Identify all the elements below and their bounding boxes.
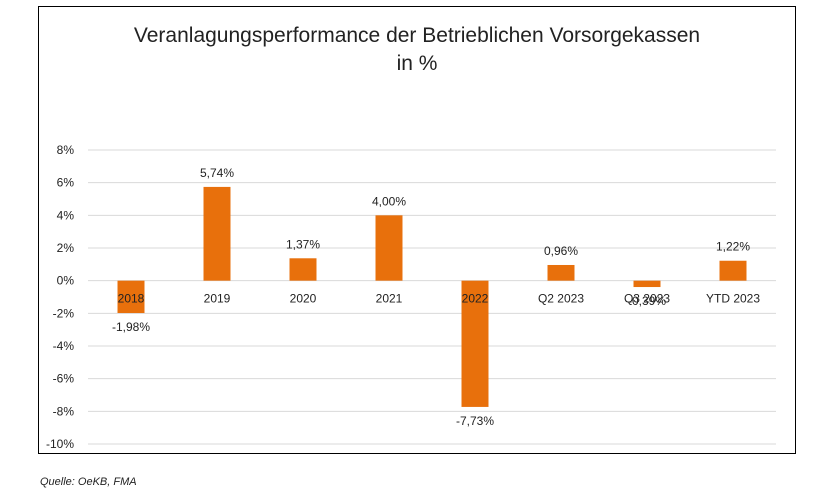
y-tick-label: 0%: [57, 274, 75, 288]
y-tick-label: -6%: [53, 372, 75, 386]
x-tick-label: 2018: [118, 292, 145, 306]
bar: [117, 280, 145, 314]
y-tick-label: 2%: [57, 241, 75, 255]
y-tick-label: -8%: [53, 404, 75, 418]
chart-frame: [38, 6, 796, 454]
data-label: 0,96%: [544, 244, 578, 258]
gridlines: [88, 149, 776, 445]
data-label: 5,74%: [200, 166, 234, 180]
bar: [461, 280, 489, 407]
bar: [203, 186, 231, 281]
bar: [375, 215, 403, 281]
x-tick-label: 2022: [462, 292, 489, 306]
bar: [547, 264, 575, 281]
y-tick-label: -4%: [53, 339, 75, 353]
y-axis-ticks: 8% 6% 4% 2% 0% -2% -4% -6% -8% -10%: [46, 143, 74, 451]
chart-title: Veranlagungsperformance der Betriebliche…: [133, 24, 701, 47]
data-label: -1,98%: [112, 320, 150, 334]
y-tick-label: -10%: [46, 437, 74, 451]
source-note: Quelle: OeKB, FMA: [40, 476, 137, 488]
bars: [117, 186, 747, 407]
x-tick-label: 2019: [204, 292, 231, 306]
data-label: -0,39%: [628, 294, 666, 308]
bar: [633, 280, 661, 288]
y-tick-label: -2%: [53, 306, 75, 320]
x-tick-label: 2021: [376, 292, 403, 306]
x-tick-label: YTD 2023: [706, 292, 760, 306]
x-tick-label: 2020: [290, 292, 317, 306]
x-tick-label: Q2 2023: [538, 292, 584, 306]
y-tick-label: 8%: [57, 143, 75, 157]
data-label: -7,73%: [456, 414, 494, 428]
x-tick-label: Q3 2023: [624, 292, 670, 306]
x-axis-ticks: 2018 2019 2020 2021 2022 Q2 2023 Q3 2023 YTD 20…: [118, 292, 761, 306]
data-label: 4,00%: [372, 194, 406, 208]
y-tick-label: 4%: [57, 208, 75, 222]
data-labels: -1,98% 5,74% 1,37% 4,00% -7,73% 0,96% -0,39% 1,…: [112, 166, 750, 428]
bar: [719, 260, 747, 281]
data-label: 1,37%: [286, 237, 320, 251]
data-label: 1,22%: [716, 240, 750, 254]
chart-subtitle: in %: [396, 52, 438, 75]
bar: [289, 258, 317, 281]
y-tick-label: 6%: [57, 176, 75, 190]
